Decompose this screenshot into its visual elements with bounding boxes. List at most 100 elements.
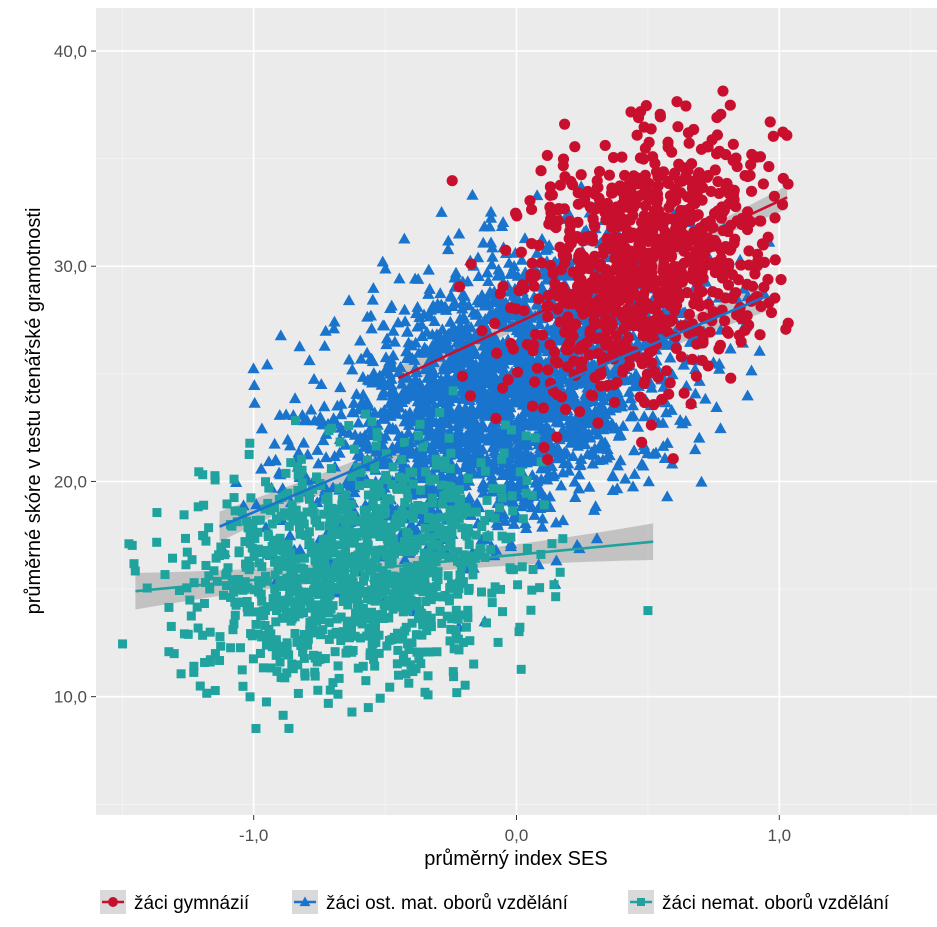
data-point	[527, 490, 537, 500]
data-point	[380, 507, 390, 517]
data-point	[449, 644, 459, 654]
data-point	[588, 503, 601, 515]
data-point	[287, 510, 297, 520]
data-point	[586, 357, 599, 369]
data-point	[361, 676, 371, 686]
data-point	[516, 279, 529, 291]
data-point	[378, 577, 388, 587]
data-point	[485, 258, 498, 270]
data-point	[182, 583, 192, 593]
data-point	[446, 539, 456, 549]
data-point	[431, 460, 441, 470]
data-point	[402, 336, 415, 348]
data-point	[494, 354, 508, 366]
data-point	[583, 261, 595, 274]
data-point	[384, 524, 394, 534]
legend-item-2: žáci ost. mat. oborů vzdělání	[292, 890, 569, 914]
data-point	[334, 408, 348, 420]
data-point	[286, 458, 296, 468]
data-point	[633, 239, 645, 251]
data-point	[422, 561, 432, 571]
data-point	[584, 327, 596, 340]
data-point	[565, 419, 579, 430]
data-point	[356, 633, 366, 643]
data-point	[227, 521, 237, 531]
data-point	[638, 377, 650, 389]
data-point	[478, 220, 491, 232]
data-point	[305, 625, 315, 635]
y-tick-label: 30,0	[54, 257, 87, 276]
data-point	[166, 621, 176, 631]
data-point	[349, 444, 359, 454]
data-point	[240, 537, 250, 547]
data-point	[544, 181, 557, 193]
data-point	[296, 454, 306, 464]
data-point	[235, 643, 245, 653]
data-point	[688, 298, 700, 310]
data-point	[655, 220, 668, 232]
data-point	[702, 360, 714, 372]
data-point	[363, 374, 376, 386]
data-point	[396, 518, 406, 528]
data-point	[400, 474, 410, 484]
data-point	[487, 598, 497, 608]
data-point	[444, 315, 457, 327]
data-point	[356, 542, 366, 552]
data-point	[361, 516, 371, 526]
data-point	[271, 617, 281, 627]
data-point	[500, 244, 512, 256]
data-point	[497, 454, 507, 464]
data-point	[753, 344, 766, 356]
data-point	[486, 441, 499, 453]
data-point	[420, 523, 430, 533]
data-point	[433, 567, 443, 577]
data-point	[218, 590, 228, 600]
data-point	[435, 408, 445, 418]
data-point	[693, 284, 706, 296]
data-point	[448, 667, 458, 677]
data-point	[545, 403, 559, 415]
data-point	[332, 582, 342, 592]
data-point	[300, 413, 313, 425]
data-point	[416, 446, 429, 458]
data-point	[590, 532, 604, 544]
data-point	[616, 233, 628, 245]
data-point	[401, 669, 411, 679]
data-point	[402, 426, 415, 438]
data-point	[526, 605, 536, 615]
data-point	[511, 210, 523, 222]
data-point	[297, 574, 307, 584]
data-point	[702, 298, 714, 310]
data-point	[365, 648, 375, 658]
data-point	[623, 294, 635, 306]
data-point	[367, 282, 380, 293]
data-point	[568, 475, 581, 487]
data-point	[547, 539, 557, 549]
data-point	[245, 538, 255, 548]
data-point	[407, 618, 417, 628]
data-point	[278, 596, 288, 606]
data-point	[541, 473, 554, 485]
data-point	[193, 623, 203, 633]
data-point	[231, 581, 241, 591]
data-point	[391, 544, 401, 554]
data-point	[612, 259, 624, 271]
data-point	[745, 159, 757, 171]
data-point	[639, 263, 651, 275]
data-point	[424, 310, 437, 322]
data-point	[571, 538, 584, 550]
data-point	[763, 161, 775, 173]
data-point	[493, 637, 503, 647]
data-point	[768, 190, 780, 202]
data-point	[288, 664, 298, 674]
data-point	[626, 399, 640, 411]
data-point	[515, 246, 527, 258]
data-point	[620, 214, 632, 226]
data-point	[402, 527, 412, 537]
data-point	[328, 450, 341, 462]
data-point	[229, 587, 239, 597]
data-point	[266, 505, 276, 515]
data-point	[404, 378, 418, 390]
data-point	[422, 263, 435, 275]
data-point	[542, 289, 554, 302]
